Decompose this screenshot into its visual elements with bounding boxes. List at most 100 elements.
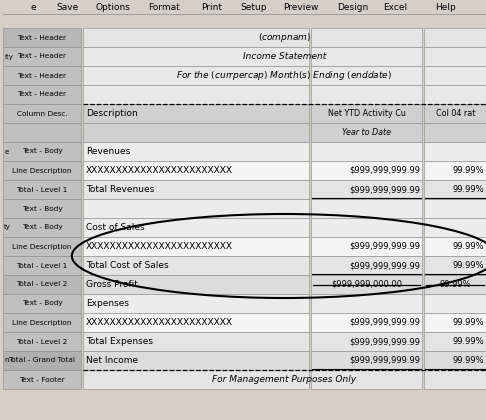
Bar [3,0,486,14]
Bar [3,256,81,275]
Text: Net Income: Net Income [86,356,138,365]
Bar [83,237,309,256]
Text: n: n [4,357,9,363]
Text: $999,999,999.99: $999,999,999.99 [349,356,420,365]
Text: ty: ty [4,225,11,231]
Text: Setup: Setup [240,3,267,11]
Text: $999,999,999.99: $999,999,999.99 [349,242,420,251]
Text: Income Statement: Income Statement [243,52,326,61]
Bar [311,351,422,370]
Text: Total - Level 1: Total - Level 1 [17,262,68,268]
Bar [311,66,422,85]
Text: Expenses: Expenses [86,299,129,308]
Bar [311,180,422,199]
Text: Design: Design [337,3,368,11]
Text: Excel: Excel [383,3,408,11]
Bar [83,370,309,389]
Bar [83,256,309,275]
Bar [424,47,486,66]
Text: For the $(currper cap)$ Month$(s)$ Ending $(enddate)$: For the $(currper cap)$ Month$(s)$ Endin… [176,69,392,82]
Bar [83,28,309,47]
Text: Text - Header: Text - Header [17,53,67,60]
Bar [83,180,309,199]
Bar [3,389,486,408]
Text: $999,999,999.99: $999,999,999.99 [349,318,420,327]
Bar [83,275,309,294]
Text: Text - Body: Text - Body [22,205,62,212]
Bar [83,47,309,66]
Bar [311,47,422,66]
Text: 99.99%: 99.99% [439,280,471,289]
Bar [424,66,486,85]
Text: $999,999,999.99: $999,999,999.99 [349,337,420,346]
Bar [311,294,422,313]
Text: Total Revenues: Total Revenues [86,185,154,194]
Bar [424,85,486,104]
Bar [311,313,422,332]
Bar [424,218,486,237]
Bar [311,199,422,218]
Text: Text - Header: Text - Header [17,34,67,40]
Text: Print: Print [201,3,223,11]
Bar [424,351,486,370]
Bar [83,104,309,123]
Text: $999,999,999.99: $999,999,999.99 [349,261,420,270]
Text: Total Cost of Sales: Total Cost of Sales [86,261,168,270]
Bar [424,199,486,218]
Text: Help: Help [435,3,456,11]
Bar [424,332,486,351]
Text: Total - Level 2: Total - Level 2 [17,339,68,344]
Text: Line Description: Line Description [12,244,72,249]
Text: $999,999,999.99: $999,999,999.99 [349,166,420,175]
Bar [311,104,422,123]
Text: XXXXXXXXXXXXXXXXXXXXXXXX: XXXXXXXXXXXXXXXXXXXXXXXX [86,318,233,327]
Bar [3,47,81,66]
Bar [311,218,422,237]
Text: Line Description: Line Description [12,320,72,326]
Bar [83,142,309,161]
Text: 99.99%: 99.99% [452,337,484,346]
Bar [424,237,486,256]
Bar [311,256,422,275]
Bar [83,332,309,351]
Bar [424,275,486,294]
Bar [311,142,422,161]
Bar [3,332,81,351]
Bar [424,370,486,389]
Bar [311,370,422,389]
Text: Text - Body: Text - Body [22,225,62,231]
Text: Description: Description [86,109,138,118]
Bar [424,294,486,313]
Bar [311,28,422,47]
Bar [3,275,81,294]
Bar [83,351,309,370]
Bar [311,275,422,294]
Text: e: e [4,149,9,155]
Text: $999,999,999.99: $999,999,999.99 [349,185,420,194]
Text: Column Desc.: Column Desc. [17,110,68,116]
Text: 99.99%: 99.99% [452,318,484,327]
Bar [3,104,81,123]
Bar [3,180,81,199]
Bar [424,104,486,123]
Text: Text - Footer: Text - Footer [19,376,65,383]
Bar [424,313,486,332]
Bar [311,332,422,351]
Text: Gross Profit: Gross Profit [86,280,138,289]
Bar [3,85,81,104]
Text: Options: Options [95,3,130,11]
Bar [424,142,486,161]
Text: 99.99%: 99.99% [452,166,484,175]
Text: $999,999,000.00: $999,999,000.00 [331,280,402,289]
Bar [3,66,81,85]
Bar [3,199,81,218]
Bar [311,85,422,104]
Bar [83,66,309,85]
Text: Preview: Preview [283,3,319,11]
Bar [3,351,81,370]
Bar [311,237,422,256]
Text: Line Description: Line Description [12,168,72,173]
Bar [83,123,309,142]
Text: Text - Body: Text - Body [22,300,62,307]
Bar [3,370,81,389]
